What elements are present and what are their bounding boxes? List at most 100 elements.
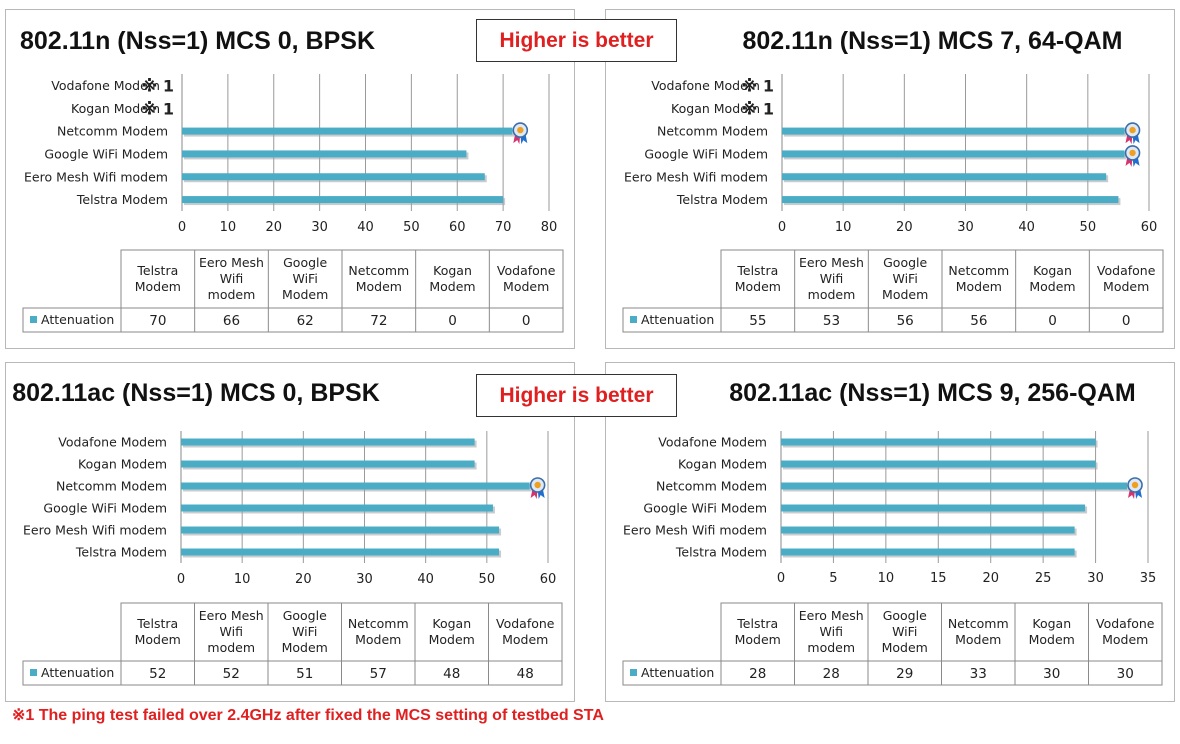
chart-svg: 0 10 20 30 40 50 60 70 80 Telstra Modem Eero Mesh … <box>22 74 564 333</box>
legend-swatch <box>630 316 637 323</box>
chart-panel-n-mcs0: 802.11n (Nss=1) MCS 0, BPSK 0 10 20 30 40 50 6… <box>5 9 575 349</box>
table-value: 30 <box>1117 666 1134 682</box>
chart-title: 802.11ac (Nss=1) MCS 0, BPSK <box>12 379 380 407</box>
table-value: 28 <box>749 666 766 682</box>
x-tick-label: 10 <box>878 571 895 586</box>
x-tick-label: 70 <box>495 220 512 235</box>
table-value: 57 <box>370 666 387 682</box>
category-label: Telstra Modem <box>675 545 767 560</box>
table-value: 72 <box>370 313 387 329</box>
x-tick-label: 60 <box>540 572 557 587</box>
legend-label: Attenuation <box>41 665 114 680</box>
category-label: Netcomm Modem <box>657 124 768 139</box>
category-label: Netcomm Modem <box>56 479 167 494</box>
table-header: Kogan <box>433 263 472 278</box>
table-header: WiFi <box>892 624 917 639</box>
table-value: 33 <box>970 666 987 682</box>
x-tick-label: 50 <box>403 220 420 235</box>
table-header: Kogan <box>432 616 471 631</box>
table-value: 48 <box>443 666 460 682</box>
table-header: Modem <box>1029 279 1075 294</box>
table-header: Eero Mesh <box>199 255 264 270</box>
category-label: Kogan Modem <box>678 457 767 472</box>
x-tick-label: 10 <box>220 220 237 235</box>
table-header: Netcomm <box>948 263 1009 278</box>
bar <box>181 438 475 446</box>
table-value: 28 <box>823 666 840 682</box>
x-tick-label: 20 <box>295 572 312 587</box>
chart-title: 802.11n (Nss=1) MCS 0, BPSK <box>19 27 376 55</box>
table-header: Vodafone <box>1097 263 1156 278</box>
x-tick-label: 20 <box>982 571 999 586</box>
table-header: Kogan <box>1033 263 1072 278</box>
category-label: Vodafone Modem <box>651 78 760 93</box>
bar <box>181 482 530 490</box>
table-header: Kogan <box>1032 616 1071 631</box>
table-header: Vodafone <box>1096 616 1155 631</box>
table-header: Modem <box>356 279 402 294</box>
category-label: Kogan Modem <box>78 457 167 472</box>
x-tick-label: 80 <box>541 220 558 235</box>
table-header: Vodafone <box>497 263 556 278</box>
x-tick-label: 50 <box>1080 220 1097 235</box>
x-tick-label: 30 <box>957 220 974 235</box>
table-value: 56 <box>897 313 914 329</box>
category-label: Google WiFi Modem <box>644 146 768 161</box>
table-header: Modem <box>882 287 928 302</box>
bar <box>781 526 1075 534</box>
legend-swatch <box>630 669 637 676</box>
medal-center <box>534 481 541 489</box>
award-ribbon-icon <box>1124 145 1141 167</box>
bar <box>781 460 1096 468</box>
x-tick-label: 20 <box>896 220 913 235</box>
bar <box>182 127 513 135</box>
table-header: Modem <box>135 279 181 294</box>
x-tick-label: 20 <box>265 220 282 235</box>
x-tick-label: 60 <box>1141 220 1158 235</box>
table-value: 48 <box>517 666 534 682</box>
x-tick-label: 30 <box>1087 571 1104 586</box>
category-label: Eero Mesh Wifi modem <box>624 169 768 184</box>
table-header: Netcomm <box>348 616 409 631</box>
table-value: 55 <box>749 313 766 329</box>
table-header: Eero Mesh <box>799 255 864 270</box>
bar <box>181 504 493 512</box>
table-header: modem <box>807 640 855 655</box>
table-header: Modem <box>282 640 328 655</box>
table-header: WiFi <box>292 624 317 639</box>
footnote-mark: ※ 1 <box>142 76 174 95</box>
category-label: Google WiFi Modem <box>44 146 168 161</box>
x-tick-label: 40 <box>1018 220 1035 235</box>
medal-center <box>1131 481 1139 489</box>
category-label: Eero Mesh Wifi modem <box>623 523 767 538</box>
table-header: Telstra <box>736 616 778 631</box>
table-header: Google <box>883 608 927 623</box>
footnote: ※1 The ping test failed over 2.4GHz afte… <box>12 707 604 724</box>
table-value: 70 <box>149 313 166 329</box>
table-header: Telstra <box>736 263 778 278</box>
table-header: modem <box>808 287 856 302</box>
medal-center <box>1129 149 1136 157</box>
x-tick-label: 15 <box>930 571 947 586</box>
category-label: Eero Mesh Wifi modem <box>23 523 167 538</box>
table-header: Eero Mesh <box>799 608 864 623</box>
table-header: Wifi <box>820 271 843 286</box>
table-value: 30 <box>1043 666 1060 682</box>
table-header: Modem <box>1029 632 1075 647</box>
table-value: 52 <box>223 666 240 682</box>
bar <box>781 438 1096 446</box>
table-value: 53 <box>823 313 840 329</box>
bar <box>182 196 504 204</box>
footnote-mark: ※ 1 <box>742 99 774 118</box>
table-header: modem <box>208 287 256 302</box>
bar <box>782 196 1119 204</box>
x-tick-label: 0 <box>777 571 785 586</box>
x-tick-label: 25 <box>1035 571 1052 586</box>
table-header: Netcomm <box>348 263 409 278</box>
chart-svg: 0 10 20 30 40 50 60 Telstra Modem Eero Mesh Wifi… <box>22 431 563 686</box>
x-tick-label: 10 <box>835 220 852 235</box>
table-header: Modem <box>882 640 928 655</box>
bar <box>781 482 1128 490</box>
table-header: Modem <box>282 287 328 302</box>
footnote-mark: ※ 1 <box>742 76 774 95</box>
